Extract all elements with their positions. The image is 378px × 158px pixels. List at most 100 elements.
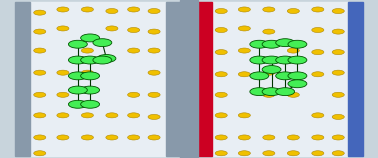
Circle shape (332, 29, 344, 34)
Circle shape (332, 114, 344, 119)
Circle shape (34, 10, 46, 15)
Circle shape (57, 7, 69, 12)
Circle shape (148, 114, 160, 119)
Circle shape (34, 29, 46, 34)
Circle shape (288, 72, 307, 80)
Circle shape (263, 7, 275, 12)
Circle shape (57, 70, 69, 75)
Circle shape (250, 40, 269, 48)
Circle shape (288, 56, 307, 64)
Circle shape (288, 40, 307, 48)
Circle shape (288, 80, 307, 88)
Circle shape (81, 48, 93, 53)
Circle shape (238, 7, 250, 12)
Circle shape (215, 92, 227, 97)
Circle shape (148, 135, 160, 140)
Circle shape (312, 27, 324, 33)
Circle shape (312, 72, 324, 77)
Circle shape (238, 151, 250, 156)
Circle shape (128, 92, 140, 97)
Circle shape (215, 9, 227, 14)
Circle shape (128, 48, 140, 53)
Circle shape (106, 26, 118, 31)
Circle shape (276, 72, 294, 80)
Circle shape (215, 27, 227, 33)
Circle shape (332, 9, 344, 14)
Circle shape (215, 72, 227, 77)
Bar (15, 2, 30, 156)
Circle shape (287, 151, 299, 156)
Circle shape (148, 9, 160, 14)
Circle shape (81, 72, 99, 80)
Circle shape (332, 92, 344, 97)
Circle shape (312, 7, 324, 12)
Bar (166, 2, 181, 156)
Circle shape (263, 29, 275, 34)
Circle shape (57, 92, 69, 97)
Circle shape (332, 70, 344, 75)
Circle shape (250, 72, 269, 80)
Circle shape (34, 48, 46, 53)
Circle shape (81, 113, 93, 118)
Circle shape (262, 66, 281, 73)
Circle shape (68, 56, 87, 64)
Circle shape (148, 48, 160, 53)
Circle shape (106, 9, 118, 14)
Circle shape (68, 40, 87, 48)
Circle shape (81, 100, 99, 108)
Circle shape (148, 29, 160, 34)
Bar (212, 2, 348, 156)
Circle shape (287, 92, 299, 97)
Circle shape (93, 56, 112, 64)
Circle shape (215, 50, 227, 55)
Circle shape (81, 86, 99, 94)
Circle shape (68, 72, 87, 80)
Circle shape (312, 113, 324, 118)
Circle shape (34, 135, 46, 140)
Circle shape (263, 151, 275, 156)
Circle shape (215, 151, 227, 156)
Circle shape (106, 113, 118, 118)
Circle shape (215, 135, 227, 140)
Circle shape (332, 135, 344, 140)
Circle shape (128, 113, 140, 118)
Circle shape (262, 88, 281, 96)
Circle shape (312, 50, 324, 55)
Circle shape (276, 56, 294, 64)
Circle shape (263, 135, 275, 140)
Circle shape (128, 27, 140, 33)
Circle shape (81, 34, 99, 42)
Circle shape (332, 151, 344, 156)
Circle shape (262, 56, 281, 64)
Circle shape (287, 48, 299, 53)
Circle shape (57, 113, 69, 118)
Circle shape (68, 86, 87, 94)
Circle shape (128, 135, 140, 140)
Circle shape (312, 135, 324, 140)
Circle shape (68, 100, 87, 108)
Circle shape (57, 26, 69, 31)
Circle shape (57, 135, 69, 140)
Circle shape (81, 7, 93, 12)
Circle shape (312, 151, 324, 156)
Circle shape (215, 113, 227, 118)
Circle shape (238, 26, 250, 31)
Circle shape (287, 135, 299, 140)
Circle shape (287, 9, 299, 14)
Circle shape (332, 50, 344, 55)
Circle shape (81, 70, 93, 75)
Circle shape (97, 55, 116, 62)
Circle shape (34, 92, 46, 97)
Circle shape (93, 39, 112, 47)
Circle shape (276, 39, 294, 47)
Circle shape (148, 92, 160, 97)
Circle shape (81, 135, 93, 140)
Circle shape (263, 70, 275, 75)
Bar (197, 2, 212, 156)
Circle shape (238, 72, 250, 77)
Bar (180, 0, 198, 158)
Circle shape (238, 113, 250, 118)
Circle shape (238, 135, 250, 140)
Circle shape (263, 92, 275, 97)
Circle shape (250, 56, 269, 64)
